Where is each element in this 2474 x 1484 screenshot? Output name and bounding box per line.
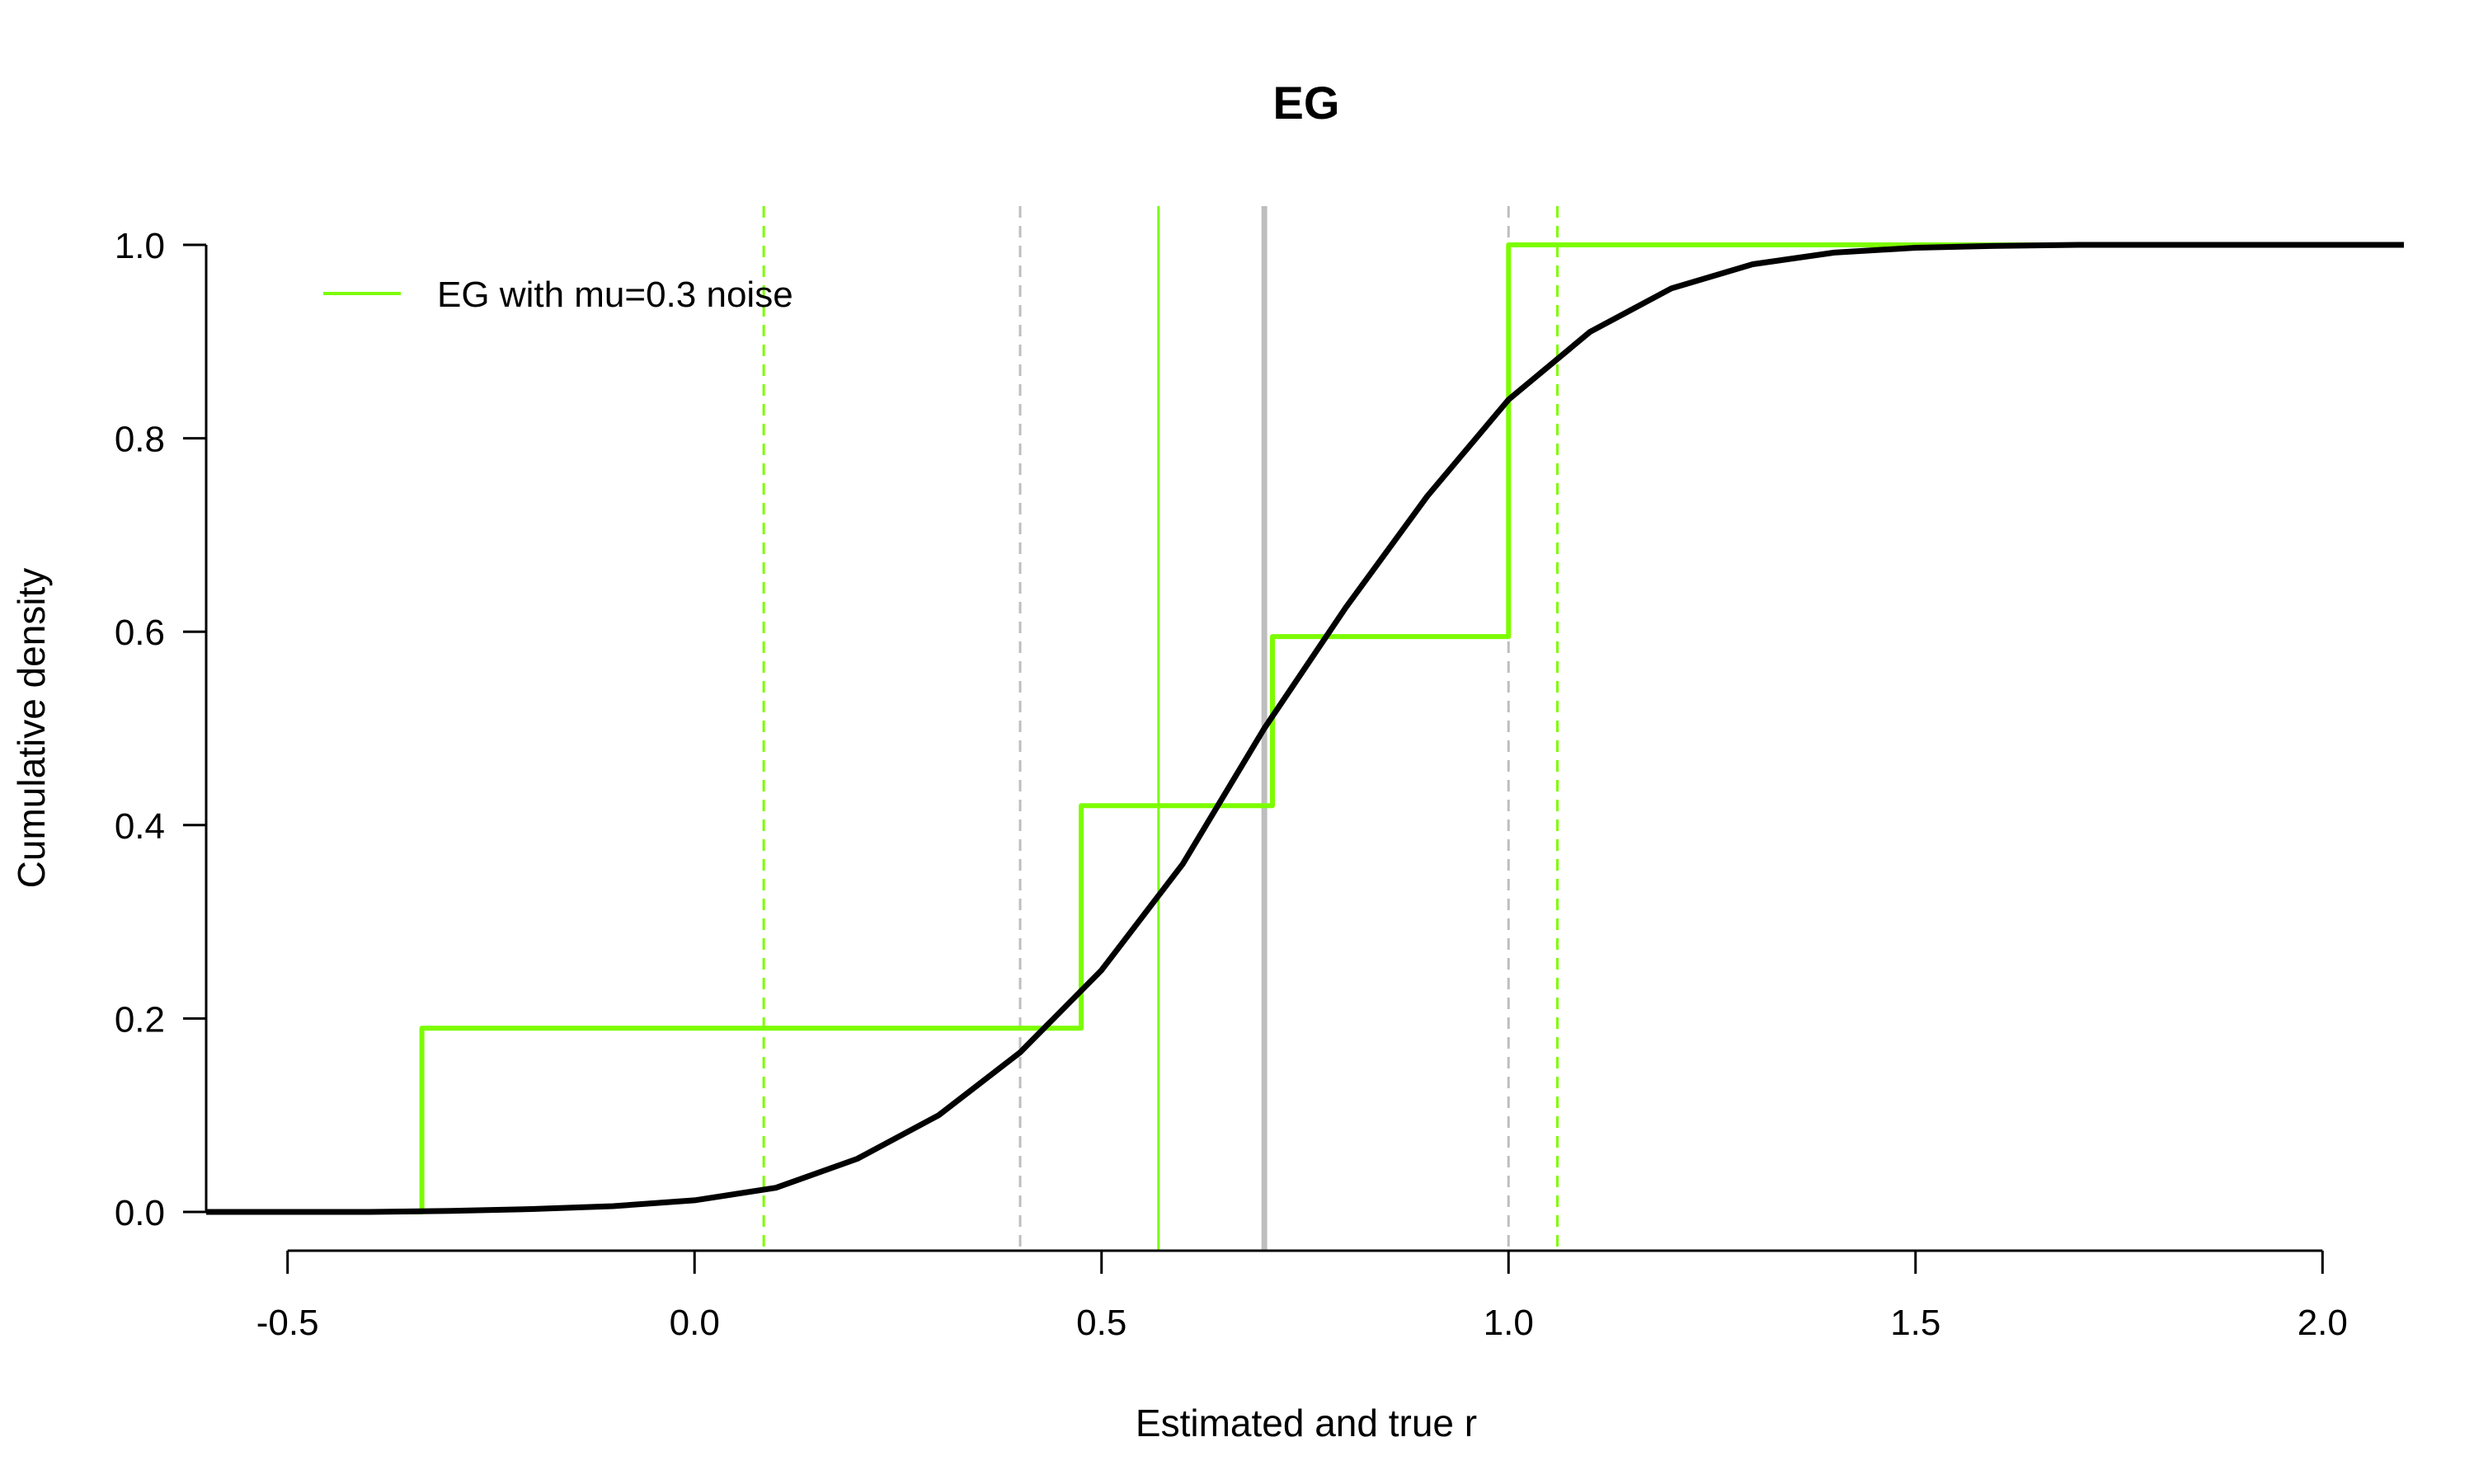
y-axis-title: Cumulative density [10, 568, 53, 889]
y-tick-label-4: 0.8 [115, 420, 165, 460]
x-tick-label-0: -0.5 [256, 1303, 319, 1343]
x-tick-label-3: 1.0 [1484, 1303, 1534, 1343]
axes: -0.5 0.0 0.5 1.0 1.5 2.0 0.0 0.2 0.4 0.6 0.8 1.0 [115, 226, 2348, 1343]
y-tick-label-0: 0.0 [115, 1193, 165, 1233]
x-axis-title: Estimated and true r [1136, 1402, 1477, 1444]
y-tick-label-3: 0.6 [115, 613, 165, 653]
chart-title: EG [1273, 77, 1340, 129]
y-tick-label-2: 0.4 [115, 806, 165, 847]
estimated-step-series [206, 242, 2404, 1214]
x-tick-label-2: 0.5 [1076, 1303, 1126, 1343]
legend-label: EG with mu=0.3 noise [437, 275, 793, 315]
reference-lines [762, 206, 1559, 1251]
series-group [206, 242, 2404, 1215]
y-tick-label-1: 0.2 [115, 999, 165, 1040]
true-distribution-curve [206, 242, 2404, 1215]
legend: EG with mu=0.3 noise [323, 275, 793, 315]
x-tick-label-1: 0.0 [670, 1303, 720, 1343]
x-tick-label-5: 2.0 [2298, 1303, 2348, 1343]
y-tick-label-5: 1.0 [115, 226, 165, 266]
x-tick-label-4: 1.5 [1890, 1303, 1940, 1343]
